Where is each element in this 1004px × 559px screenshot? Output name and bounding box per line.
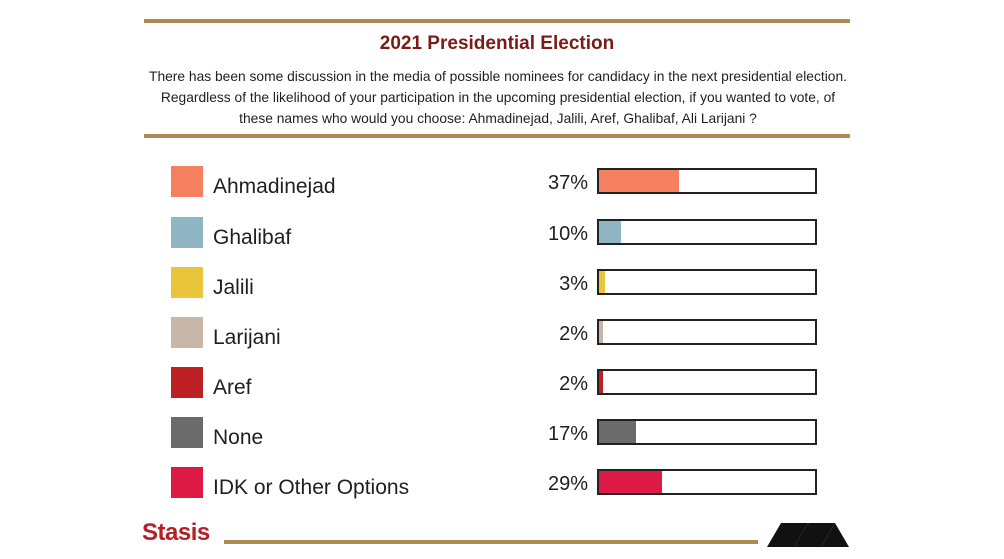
category-label: Larijani (213, 326, 281, 349)
bar-row: None 17% (0, 417, 1004, 453)
bar (599, 471, 662, 493)
category-label: Jalili (213, 276, 254, 299)
category-label: Aref (213, 376, 252, 399)
survey-question: There has been some discussion in the me… (149, 69, 847, 126)
value-label: 29% (547, 473, 588, 495)
value-label: 2% (559, 323, 588, 345)
legend-swatch (171, 267, 203, 298)
stasis-logo: Stasis (142, 519, 210, 546)
bar-row: IDK or Other Options 29% (0, 467, 1004, 503)
legend-swatch (171, 467, 203, 498)
bar-row: Ahmadinejad 37% (0, 166, 1004, 202)
bar (599, 221, 621, 243)
bar (599, 371, 604, 393)
bar (599, 271, 606, 293)
top-rule (144, 19, 850, 23)
legend-swatch (171, 317, 203, 348)
bar-track (597, 319, 817, 345)
bar (599, 321, 604, 343)
legend-swatch (171, 217, 203, 248)
bar-row: Ghalibaf 10% (0, 217, 1004, 253)
value-label: 10% (547, 223, 588, 245)
bar-track (597, 168, 817, 194)
bar (599, 421, 636, 443)
bar-row: Larijani 2% (0, 317, 1004, 353)
chart-title: 2021 Presidential Election (379, 33, 615, 54)
category-label: None (213, 426, 264, 449)
value-label: 2% (559, 373, 588, 395)
bar-track (597, 269, 817, 295)
bar (599, 170, 679, 192)
legend-swatch (171, 417, 203, 448)
bar-track (597, 219, 817, 245)
category-label: Ghalibaf (213, 226, 292, 249)
bar-track (597, 369, 817, 395)
footer-rule (224, 540, 758, 544)
value-label: 17% (547, 423, 588, 445)
brand-mark-icon (767, 523, 849, 547)
legend-swatch (171, 367, 203, 398)
bar-row: Aref 2% (0, 367, 1004, 403)
header-divider (144, 134, 850, 138)
bar-row: Jalili 3% (0, 267, 1004, 303)
bar-track (597, 469, 817, 495)
value-label: 37% (547, 172, 588, 194)
bar-track (597, 419, 817, 445)
legend-swatch (171, 166, 203, 197)
value-label: 3% (559, 273, 588, 295)
category-label: Ahmadinejad (213, 175, 336, 198)
category-label: IDK or Other Options (213, 476, 410, 499)
